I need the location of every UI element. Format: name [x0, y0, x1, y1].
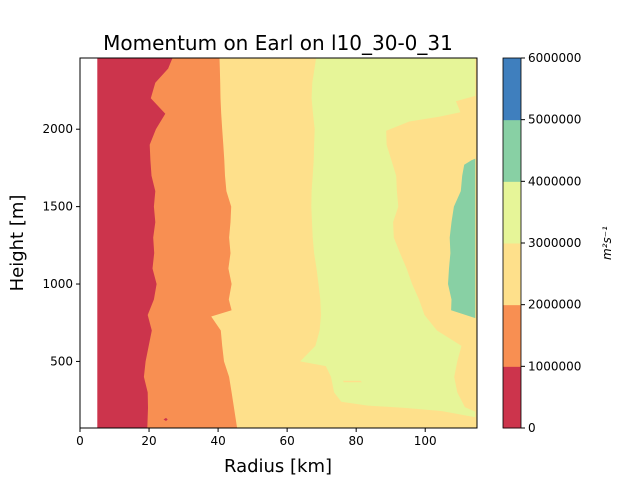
colorbar-label: m²s⁻¹ [600, 226, 614, 260]
y-tick-label: 1000 [42, 277, 73, 291]
colorbar-tick-label: 2000000 [528, 298, 581, 312]
contour-island-2 [167, 58, 173, 69]
x-tick-label: 20 [141, 434, 156, 448]
x-tick-label: 100 [414, 434, 437, 448]
colorbar-tick-label: 4000000 [528, 174, 581, 188]
colorbar-segment [503, 119, 521, 182]
x-tick-label: 60 [279, 434, 294, 448]
y-tick-label: 500 [50, 354, 73, 368]
x-axis-ticks: 0 20 40 60 80 100 [76, 428, 437, 448]
contour-island-3 [343, 380, 362, 383]
colorbar-ticks: 0 1000000 2000000 3000000 4000000 5000000 6000… [521, 51, 581, 435]
y-tick-label: 2000 [42, 122, 73, 136]
chart-title: Momentum on Earl on l10_30-0_31 [103, 31, 453, 55]
colorbar-tick-label: 3000000 [528, 236, 581, 250]
colorbar-tick-label: 0 [528, 421, 536, 435]
colorbar-segment [503, 243, 521, 306]
x-tick-label: 0 [76, 434, 84, 448]
contour-island-0 [163, 417, 168, 421]
x-tick-label: 40 [210, 434, 225, 448]
colorbar-segment [503, 58, 521, 121]
contour-band-3 [300, 58, 476, 418]
plot-area: 0 20 40 60 80 100 500 1000 1500 2000 [42, 57, 478, 448]
contour-fills [97, 58, 477, 428]
x-tick-label: 80 [349, 434, 364, 448]
colorbar-segment [503, 304, 521, 367]
colorbar-tick-label: 6000000 [528, 51, 581, 65]
contour-band-4 [448, 158, 476, 319]
y-tick-label: 1500 [42, 200, 73, 214]
x-axis-label: Radius [km] [224, 456, 332, 477]
colorbar-tick-label: 1000000 [528, 359, 581, 373]
plot-frame [79, 57, 478, 429]
colorbar-tick-label: 5000000 [528, 113, 581, 127]
colorbar-segment [503, 181, 521, 244]
y-axis-label: Height [m] [7, 195, 28, 292]
colorbar-segments [503, 58, 521, 429]
y-axis-ticks: 500 1000 1500 2000 [42, 122, 80, 368]
colorbar: 0 1000000 2000000 3000000 4000000 5000000 6000… [502, 51, 614, 435]
colorbar-segment [503, 366, 521, 429]
contour-island-1 [147, 179, 150, 192]
